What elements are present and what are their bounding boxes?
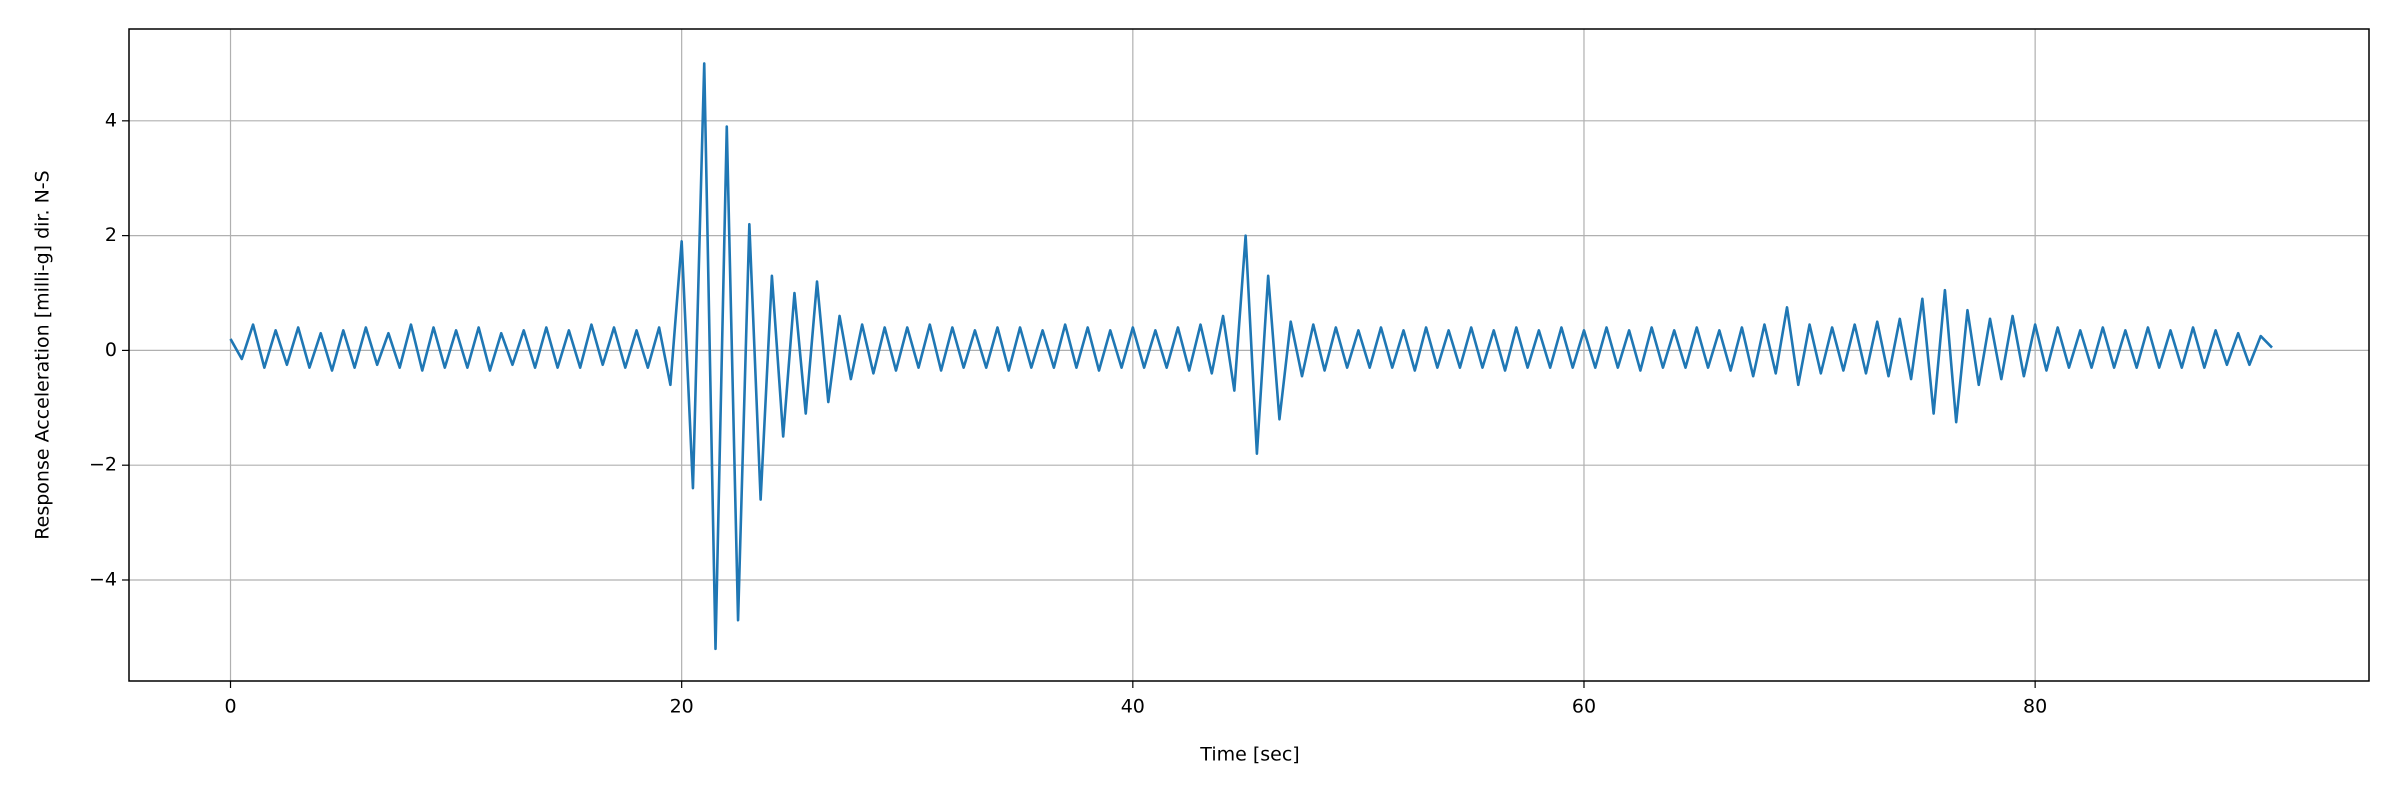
x-tick-label: 0 xyxy=(224,696,236,718)
plot-area xyxy=(229,62,2273,651)
axes-frame xyxy=(128,28,2370,682)
y-tick-label: −4 xyxy=(89,568,117,590)
y-tick-label: 4 xyxy=(105,109,117,131)
y-axis-label: Response Acceleration [milli-g] dir. N-S xyxy=(32,170,54,539)
y-tick-label: −2 xyxy=(89,454,117,476)
x-axis-label: Time [sec] xyxy=(1199,744,1299,766)
x-tick-label: 80 xyxy=(2023,696,2047,718)
grid xyxy=(129,29,2369,681)
y-tick-label: 0 xyxy=(105,339,117,361)
y-tick-label: 2 xyxy=(105,224,117,246)
x-tick-label: 40 xyxy=(1121,696,1145,718)
x-tick-label: 60 xyxy=(1572,696,1596,718)
x-tick-label: 20 xyxy=(670,696,694,718)
signal-line xyxy=(229,62,2273,651)
